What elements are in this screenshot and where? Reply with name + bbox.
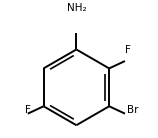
Text: F: F	[125, 45, 131, 55]
Text: Br: Br	[127, 105, 139, 115]
Text: F: F	[25, 105, 31, 115]
Text: NH₂: NH₂	[67, 3, 86, 13]
